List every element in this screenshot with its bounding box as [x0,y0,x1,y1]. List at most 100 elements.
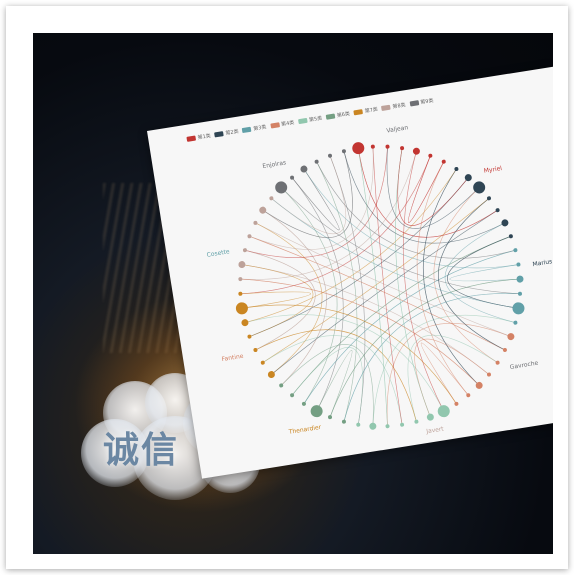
chord-node [428,153,433,158]
chord-node [279,383,284,388]
chord-node [259,206,267,214]
chord-link [240,151,417,280]
chord-diagram: Valjean Myriel Marius Gavroche Javert Thenard… [206,124,553,436]
chord-node [267,371,275,379]
chord-link [280,187,338,405]
chord-nodes [235,142,525,430]
chord-node [473,181,486,194]
node-label: Fantine [221,353,244,363]
chord-link [438,198,506,351]
chord-node [260,360,265,365]
chord-link [291,347,363,425]
chord-link [386,146,480,229]
chord-link [241,264,490,375]
chord-link [291,235,511,396]
chord-node [356,422,361,427]
chord-node [370,144,375,149]
chord-link [407,335,498,422]
chord-node [441,159,446,164]
chord-link [280,344,374,427]
chord-link [386,323,511,427]
chord-link [407,155,445,223]
chord-link [262,209,327,386]
chord-link [291,168,340,231]
chord-link [262,151,353,238]
chord-node [502,347,507,352]
chord-link [262,151,353,238]
chord-link [357,148,498,238]
chord-link [291,235,511,396]
chord-node [513,248,518,253]
chord-link [372,314,516,427]
chord-node [238,277,243,282]
chord-link [395,148,431,418]
chord-node [328,153,333,158]
chord-link [271,198,519,309]
chord-node [238,261,246,269]
chord-node [400,146,405,151]
chord-link [280,344,374,427]
chord-link [262,209,327,386]
chord-link [249,146,374,250]
chord-node [400,422,405,427]
chord-node [475,381,483,389]
chord-link [280,187,521,295]
chord-link [291,347,363,425]
chord-link [423,168,480,386]
chord-node [495,208,500,213]
chord-link [262,198,490,363]
chord-node [414,419,419,424]
chord-link [262,209,327,386]
chord-link [244,314,445,412]
chord-link [280,187,338,405]
chord-link [329,278,521,418]
chord-link [244,146,388,258]
chord-link [329,278,521,418]
node-label: Valjean [386,124,409,134]
chord-link [343,151,506,244]
chord-node [328,415,333,420]
chord-link [402,151,445,412]
chord-node [290,393,295,398]
chord-link [240,278,480,386]
node-label: Cosette [206,248,230,259]
chord-link [329,155,366,425]
chord-link [291,235,511,396]
chord-link [372,146,403,425]
chord-link [438,198,506,351]
chord-link [316,349,353,418]
chord-link [249,235,506,351]
chord-node [247,334,252,339]
chord-link [357,148,498,238]
chord-link [420,342,469,405]
chord-link [343,293,521,422]
chord-link [255,222,511,337]
chord-link [402,151,445,412]
chord-node [437,405,450,418]
chord-links [240,146,521,427]
chord-link [249,177,469,337]
chord-node [454,167,459,172]
chord-node [253,347,258,352]
node-label: Marius [532,258,553,268]
chord-link [241,264,314,337]
chord-link [447,235,519,309]
chord-link [329,278,521,418]
chord-link [240,155,431,295]
chord-link [357,148,388,427]
chord-link [316,349,353,418]
chord-link [303,168,519,269]
photo-frame: 诚信 第1类 第2类 第3类 第4类 第5类 第6类 第7类 第8类 第9类 Valjean My… [6,6,568,569]
chord-link [240,278,480,386]
chord-node [516,262,521,267]
node-label: Thenardier [287,424,322,436]
chord-link [262,198,490,363]
chord-link [397,148,469,226]
chord-link [255,329,417,422]
chord-link [444,222,516,323]
chord-link [271,209,498,375]
chord-link [449,264,521,282]
chord-link [316,161,516,259]
chord-link [372,314,516,427]
chord-link [343,293,521,422]
